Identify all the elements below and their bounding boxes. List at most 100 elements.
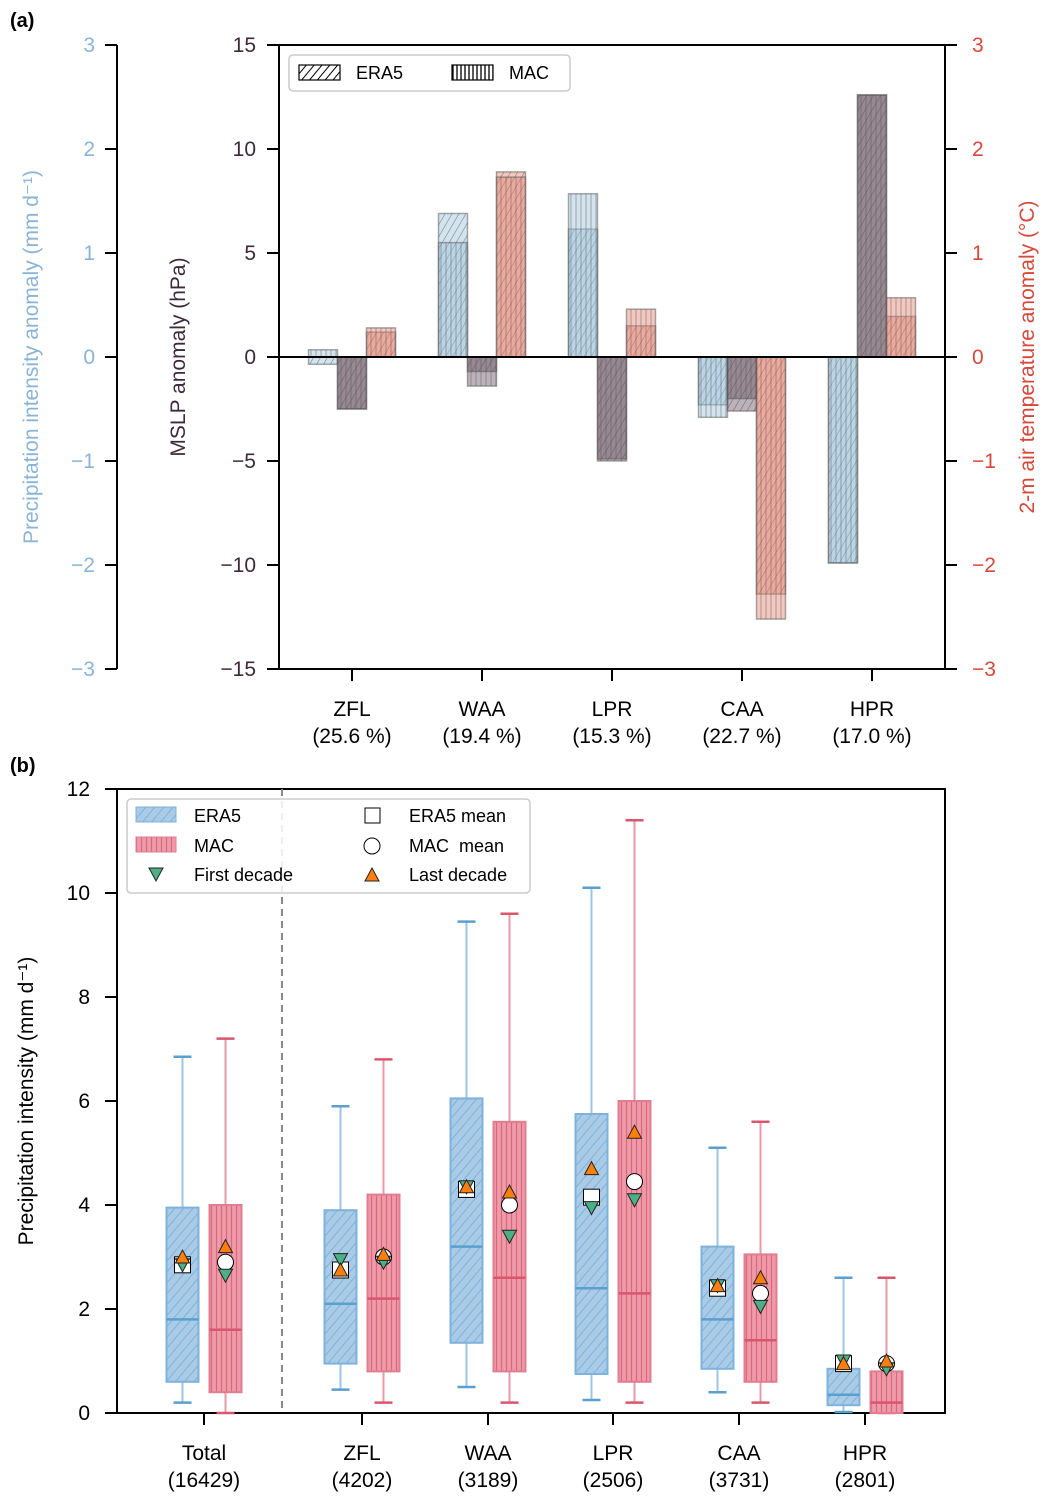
panel-a-x-ticks: ZFL (25.6 %) WAA (19.4 %) LPR (15.3 %) CAA (22.…: [312, 669, 912, 748]
box-lpr-era5: [574, 886, 609, 1402]
x-tick-label-caa: CAA: [717, 1442, 760, 1465]
box-iqr: [208, 1204, 243, 1394]
tick-label: −5: [232, 450, 256, 473]
panel-label-b: (b): [10, 755, 36, 777]
last-decade-marker: [458, 1178, 475, 1194]
bar-caa-1-mac-hatch: [727, 357, 757, 399]
last-decade-marker: [332, 1261, 349, 1277]
bar-lpr-1-mac-hatch: [597, 357, 627, 459]
x-tick-share-zfl: (25.6 %): [312, 725, 391, 748]
box-iqr: [366, 1193, 401, 1373]
tick-label: −2: [71, 554, 95, 577]
panel-label-a: (a): [10, 10, 34, 32]
panel-b-y-ticks: 0 2 4 6 8 10 12: [67, 778, 117, 1425]
y-tick-label: 2: [78, 1298, 90, 1321]
box-iqr: [574, 1113, 609, 1375]
legend-first-decade-label: First decade: [194, 865, 293, 885]
box-hpr-era5: [826, 1276, 861, 1414]
x-tick-count-caa: (3731): [709, 1469, 770, 1492]
first-decade-marker: [626, 1193, 643, 1208]
legend-mac-box-swatch: [135, 836, 177, 853]
tick-label: −10: [220, 554, 256, 577]
x-tick-label-waa: WAA: [458, 698, 505, 721]
tick-label: 15: [233, 34, 256, 57]
last-decade-marker: [583, 1160, 600, 1176]
x-tick-label-lpr: LPR: [593, 1442, 634, 1465]
y-tick-label: 12: [67, 778, 90, 801]
box-zfl-mac: [366, 1058, 401, 1404]
last-decade-marker: [217, 1238, 234, 1254]
box-iqr: [700, 1245, 735, 1370]
bar-lpr-0-mac-hatch: [568, 193, 598, 357]
x-tick-label-total: Total: [182, 1442, 226, 1465]
panel-a-legend: ERA5 MAC: [288, 54, 571, 92]
legend-mac-mean-label: MAC mean: [409, 836, 504, 856]
x-tick-count-hpr: (2801): [835, 1469, 896, 1492]
last-decade-marker: [709, 1277, 726, 1293]
box-iqr: [449, 1097, 484, 1344]
tick-label: −3: [972, 658, 996, 681]
box-zfl-era5: [323, 1104, 358, 1391]
x-tick-label-hpr: HPR: [850, 698, 894, 721]
x-tick-count-zfl: (4202): [332, 1469, 393, 1492]
y-tick-label: 6: [78, 1090, 90, 1113]
box-waa-era5: [449, 920, 484, 1389]
box-iqr: [826, 1367, 861, 1407]
bar-hpr-0-mac-hatch: [828, 357, 858, 563]
panel-b-boxes: [165, 818, 904, 1415]
legend-mac-swatch: [451, 64, 494, 81]
last-decade-marker: [752, 1269, 769, 1285]
y-tick-label: 10: [67, 882, 90, 905]
mac-mean-marker: [217, 1253, 234, 1271]
tick-label: 2: [83, 138, 95, 161]
era5-mean-icon: [364, 807, 381, 824]
temperature-axis-title: 2-m air temperature anomaly (°C): [1016, 201, 1039, 514]
bar-zfl-2-mac-hatch: [366, 327, 396, 357]
first-decade-icon: [148, 867, 164, 883]
last-decade-marker: [878, 1352, 895, 1368]
legend-mac-label: MAC: [509, 63, 549, 83]
x-tick-count-total: (16429): [168, 1469, 240, 1492]
box-hpr-mac: [869, 1276, 904, 1415]
x-tick-label-zfl: ZFL: [343, 1442, 380, 1465]
x-tick-count-waa: (3189): [458, 1469, 519, 1492]
precip-axis-title: Precipitation intensity anomaly (mm d⁻¹): [20, 170, 43, 544]
tick-label: 5: [244, 242, 256, 265]
last-decade-marker: [626, 1124, 643, 1139]
last-decade-marker: [375, 1246, 392, 1261]
first-decade-marker: [752, 1299, 769, 1315]
mac-mean-icon: [363, 837, 381, 855]
x-tick-count-lpr: (2506): [583, 1469, 644, 1492]
mac-mean-marker: [752, 1284, 769, 1302]
tick-label: 3: [972, 34, 984, 57]
box-iqr: [323, 1209, 358, 1365]
mslp-axis-ticks: 15 10 5 0 −5 −10 −15: [220, 34, 279, 681]
bar-caa-2-mac-hatch: [756, 357, 786, 620]
x-tick-share-waa: (19.4 %): [442, 725, 521, 748]
box-caa-mac: [743, 1120, 778, 1404]
box-iqr: [617, 1100, 652, 1383]
legend-last-decade-label: Last decade: [409, 865, 507, 885]
last-decade-marker: [174, 1248, 191, 1264]
box-lpr-mac: [617, 818, 652, 1404]
panel-b-y-axis-title: Precipitation intensity (mm d⁻¹): [15, 957, 38, 1246]
tick-label: 0: [244, 346, 256, 369]
box-waa-mac: [492, 912, 527, 1404]
first-decade-marker: [583, 1201, 600, 1216]
x-tick-label-caa: CAA: [720, 698, 763, 721]
legend-era5-box-label: ERA5: [194, 806, 241, 826]
y-tick-label: 8: [78, 986, 90, 1009]
tick-label: 1: [83, 242, 95, 265]
mac-mean-marker: [626, 1173, 643, 1191]
first-decade-marker: [217, 1268, 234, 1284]
legend-era5-mean-label: ERA5 mean: [409, 806, 506, 826]
y-tick-label: 0: [78, 1402, 90, 1425]
panel-a-bars: [307, 94, 917, 620]
legend-era5-swatch: [298, 64, 341, 81]
tick-label: 0: [83, 346, 95, 369]
last-decade-marker: [501, 1183, 518, 1199]
box-caa-era5: [700, 1146, 735, 1394]
x-tick-share-hpr: (17.0 %): [832, 725, 911, 748]
